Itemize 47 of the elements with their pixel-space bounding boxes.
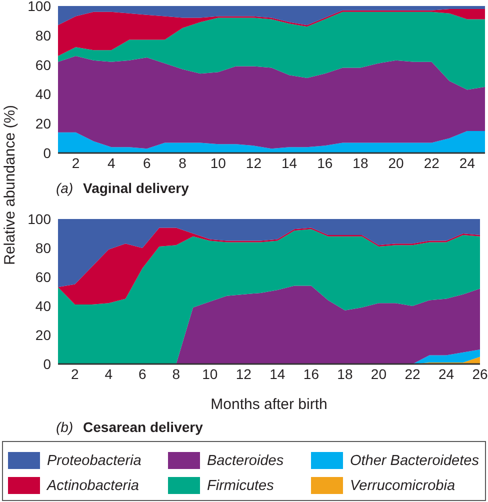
y-tick-label: 40 — [35, 298, 52, 314]
text: (a) Vaginal delivery — [56, 180, 189, 196]
x-tick-label: 4 — [104, 366, 113, 382]
legend-label: Firmicutes — [207, 478, 274, 494]
legend-label: Proteobacteria — [47, 452, 142, 468]
x-tick-label: 14 — [282, 154, 298, 171]
x-tick-label: 20 — [370, 366, 387, 382]
x-tick-label: 6 — [143, 154, 152, 171]
x-tick-label: 8 — [172, 366, 180, 382]
x-tick-label: 2 — [72, 154, 80, 171]
x-tick-label: 10 — [210, 154, 226, 171]
x-tick-label: 22 — [404, 366, 420, 382]
x-tick-label: 24 — [438, 366, 454, 382]
x-tick-label: 18 — [352, 154, 368, 171]
y-tick-label: 60 — [35, 268, 52, 285]
x-tick-label: 24 — [459, 154, 476, 171]
x-tick-label: 6 — [138, 366, 146, 382]
x-tick-label: 16 — [317, 154, 333, 171]
x-tick-label: 4 — [107, 154, 116, 171]
y-tick-label: 0 — [43, 144, 52, 161]
legend-label: Other Bacteroidetes — [350, 452, 479, 468]
legend-label: Verrucomicrobia — [350, 478, 456, 494]
x-tick-label: 20 — [388, 154, 404, 171]
y-tick-label: 60 — [35, 56, 52, 73]
x-tick-label: 10 — [202, 366, 218, 382]
legend-label: Actinobacteria — [47, 478, 139, 494]
y-tick-label: 20 — [35, 116, 52, 132]
x-tick-label: 16 — [303, 366, 320, 382]
y-tick-label: 40 — [35, 86, 52, 102]
x-tick-label: 22 — [424, 154, 440, 171]
y-axis-title: Relative abundance (%) — [2, 104, 18, 266]
x-tick-label: 12 — [236, 366, 252, 382]
legend-label: Bacteroides — [207, 452, 284, 468]
text: (b) Cesarean delivery — [56, 419, 203, 435]
y-tick-label: 80 — [35, 27, 52, 44]
x-tick-label: 12 — [246, 154, 262, 171]
x-tick-label: 14 — [270, 366, 286, 382]
x-tick-label: 26 — [472, 366, 488, 382]
y-tick-label: 100 — [28, 0, 52, 14]
y-tick-label: 80 — [35, 240, 52, 256]
x-tick-label: 18 — [337, 366, 353, 382]
y-tick-label: 20 — [35, 326, 52, 343]
x-tick-label: 8 — [178, 154, 187, 171]
x-axis-title: Months after birth — [210, 396, 328, 413]
x-tick-label: 2 — [70, 366, 79, 382]
y-tick-label: 0 — [43, 356, 52, 372]
y-tick-label: 100 — [28, 210, 52, 227]
